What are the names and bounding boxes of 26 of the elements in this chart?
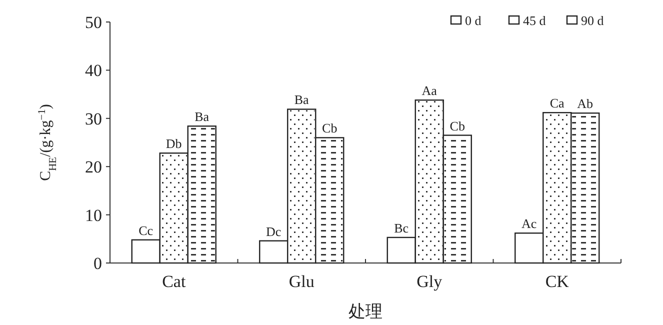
y-tick-label: 10 <box>85 206 102 225</box>
x-tick-label: Glu <box>288 272 315 291</box>
data-label: Cb <box>322 120 338 136</box>
y-tick-label: 50 <box>85 13 102 32</box>
data-label: Cc <box>138 222 154 238</box>
legend-label: 45 d <box>523 13 546 28</box>
y-tick-label: 30 <box>85 109 102 128</box>
x-axis-title: 处理 <box>348 302 382 322</box>
data-label: Ab <box>577 96 594 112</box>
data-label: Cb <box>450 118 465 134</box>
x-tick-label: Cat <box>162 272 186 291</box>
y-tick-label: 40 <box>85 61 102 80</box>
legend-label: 0 d <box>465 13 482 28</box>
x-tick-label: CK <box>545 272 570 291</box>
data-label: Ca <box>550 96 565 111</box>
y-tick-label: 20 <box>85 158 102 177</box>
y-tick-label: 0 <box>94 254 102 273</box>
data-label: Ba <box>294 92 310 108</box>
x-tick-label: Gly <box>416 272 443 291</box>
legend-label: 90 d <box>581 13 604 28</box>
data-label: Ba <box>194 109 210 124</box>
data-label: Aa <box>422 83 438 98</box>
data-label: Db <box>166 136 182 152</box>
data-label: Ac <box>522 216 537 232</box>
data-label: Bc <box>394 220 409 236</box>
data-label: Dc <box>266 224 282 239</box>
